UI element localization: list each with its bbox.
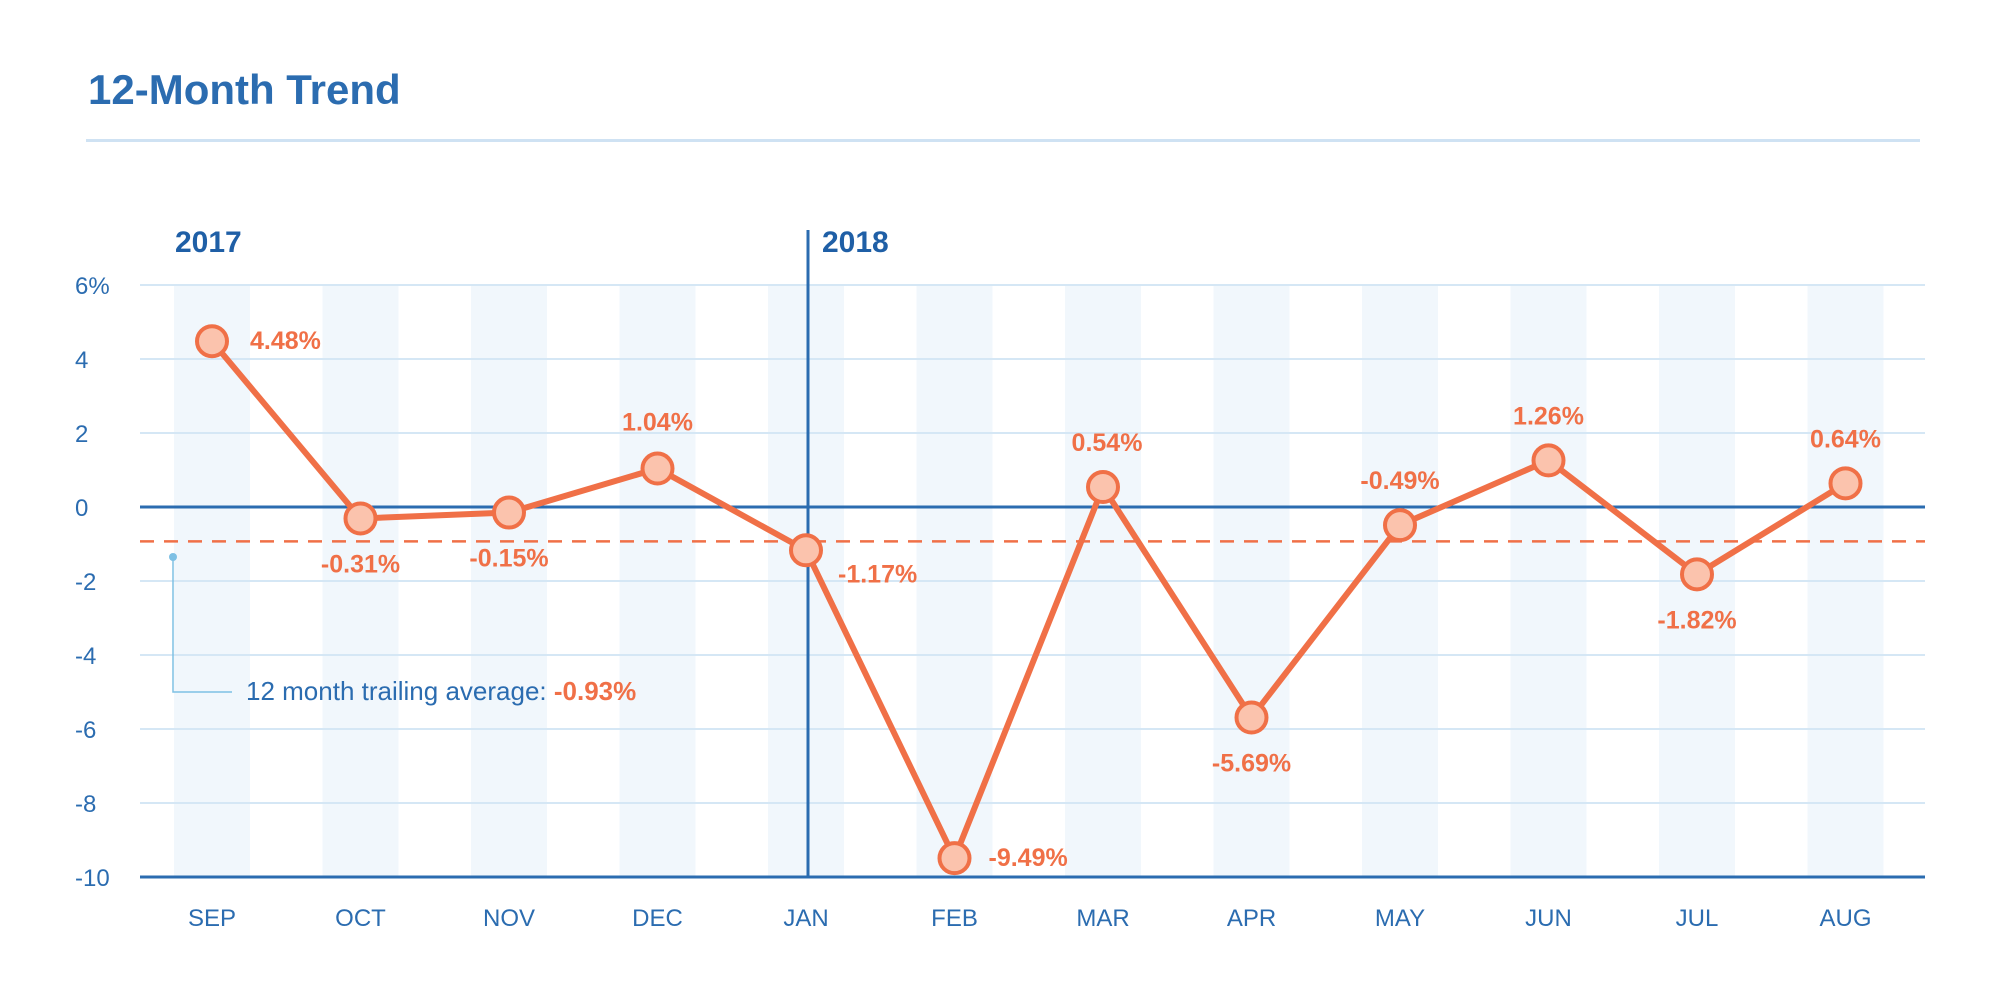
year-label-2017: 2017: [175, 226, 242, 259]
y-tick-label: 0: [75, 495, 88, 522]
data-label-aug: 0.64%: [1810, 425, 1881, 453]
data-label-mar: 0.54%: [1072, 429, 1143, 457]
x-tick-label: NOV: [483, 905, 535, 932]
y-tick-label: -4: [75, 643, 96, 670]
x-tick-label: OCT: [335, 905, 386, 932]
axes: [140, 230, 1925, 879]
data-label-feb: -9.49%: [989, 844, 1068, 872]
trailing-average: 12 month trailing average: -0.93%: [140, 540, 1925, 706]
data-label-sep: 4.48%: [250, 327, 321, 355]
data-point-feb: [937, 841, 972, 876]
x-tick-label: AUG: [1819, 905, 1871, 932]
data-point-sep: [195, 324, 229, 359]
data-point-jun: [1531, 443, 1566, 478]
data-label-apr: -5.69%: [1212, 750, 1291, 778]
data-label-may: -0.49%: [1360, 467, 1439, 495]
x-tick-label: JUL: [1676, 905, 1719, 932]
data-point-may: [1383, 508, 1417, 543]
trailing-average-value: -0.93%: [554, 676, 636, 706]
x-tick-label: MAY: [1375, 905, 1425, 932]
data-label-oct: -0.31%: [321, 550, 400, 578]
title-divider: [86, 139, 1920, 142]
data-point-apr: [1234, 700, 1269, 735]
data-point-nov: [492, 495, 526, 530]
data-point-jan: [789, 533, 823, 568]
data-points: [195, 324, 1863, 876]
data-point-jul: [1680, 557, 1714, 592]
y-tick-label: -6: [75, 717, 96, 744]
x-axis-ticks: SEP OCT NOV DEC JAN FEB MAR APR MAY JUN JUL AUG: [188, 905, 1872, 932]
data-point-mar: [1086, 470, 1120, 505]
y-tick-label: 2: [75, 421, 88, 448]
y-axis-ticks: 6% 4 2 0 -2 -4 -6 -8 -10: [75, 273, 110, 892]
y-tick-label: -2: [75, 569, 96, 596]
y-tick-label: 6%: [75, 273, 110, 300]
annotation-leader: [172, 557, 232, 693]
year-labels: 2017 2018: [175, 226, 889, 259]
data-label-jan: -1.17%: [838, 560, 917, 588]
x-tick-label: FEB: [931, 905, 978, 932]
x-tick-label: DEC: [632, 905, 683, 932]
gridlines: [140, 284, 1925, 804]
data-point-dec: [640, 451, 675, 486]
series-polyline: [209, 338, 1849, 862]
x-tick-label: MAR: [1076, 905, 1129, 932]
x-tick-label: SEP: [188, 905, 236, 932]
trailing-average-label: 12 month trailing average: -0.93%: [246, 676, 636, 706]
x-tick-label: APR: [1227, 905, 1276, 932]
series-line: [209, 338, 1849, 862]
y-tick-label: -8: [75, 791, 96, 818]
x-tick-label: JUN: [1525, 905, 1572, 932]
data-labels: 4.48% -0.31% -0.15% 1.04% -1.17% -9.49% 0.54% -…: [250, 327, 1881, 872]
x-tick-label: JAN: [783, 905, 828, 932]
data-label-jun: 1.26%: [1513, 402, 1584, 430]
data-label-dec: 1.04%: [622, 409, 693, 437]
y-tick-label: -10: [75, 865, 110, 892]
data-label-jul: -1.82%: [1657, 606, 1736, 634]
y-tick-label: 4: [75, 347, 88, 374]
data-point-oct: [343, 501, 378, 536]
data-label-nov: -0.15%: [469, 545, 548, 573]
chart-title: 12-Month Trend: [88, 66, 401, 113]
year-label-2018: 2018: [822, 226, 889, 259]
data-point-aug: [1828, 466, 1863, 501]
